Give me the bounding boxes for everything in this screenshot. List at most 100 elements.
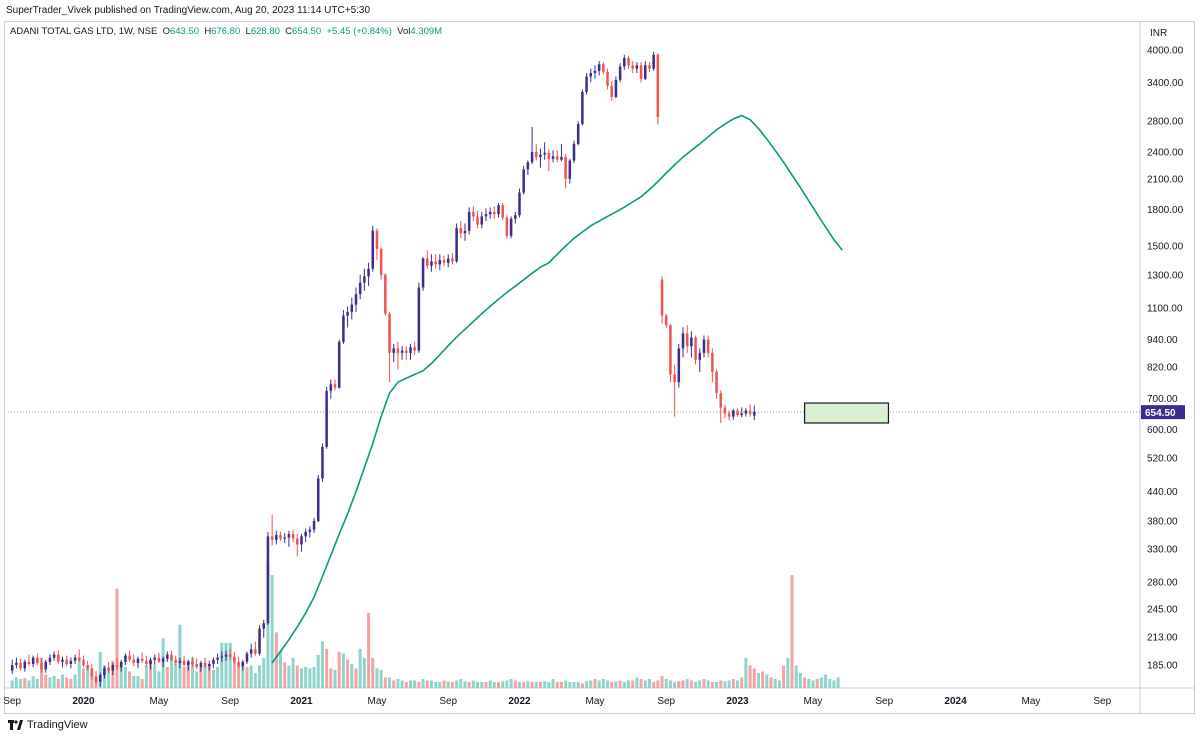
volume-bar [706, 680, 710, 688]
candle-body [480, 216, 484, 225]
volume-bar [337, 651, 341, 688]
volume-bar [731, 678, 735, 688]
candle-body [296, 538, 299, 545]
volume-bar [434, 681, 438, 688]
candle-body [459, 228, 463, 234]
candle-body [400, 350, 404, 353]
candle-body [237, 661, 240, 667]
x-tick-label: 2021 [290, 696, 313, 707]
volume-bar [618, 680, 622, 688]
candle-body [593, 70, 597, 74]
volume-bar [362, 657, 366, 688]
volume-bar [752, 668, 756, 688]
volume-bar [274, 632, 278, 688]
candle-body [174, 659, 177, 663]
candle-body [715, 371, 718, 394]
volume-bar [677, 681, 681, 688]
candle-body [23, 661, 27, 669]
candle-body [585, 76, 588, 92]
volume-bar [31, 675, 35, 688]
legend-close: 654.50 [292, 26, 322, 37]
candle-body [484, 214, 488, 217]
candle-body [426, 258, 429, 266]
volume-bar [232, 657, 236, 688]
candle-body [157, 657, 161, 662]
candle-body [287, 534, 291, 538]
candle-body [723, 407, 727, 414]
x-tick-label: May [804, 696, 823, 707]
y-tick-label: 1500.00 [1147, 242, 1184, 253]
volume-bar [132, 675, 136, 688]
candle-body [140, 658, 144, 661]
volume-bar [597, 680, 601, 688]
candle-body [694, 337, 697, 360]
volume-bar [182, 666, 186, 688]
candle-body [262, 623, 266, 629]
volume-bar [249, 665, 253, 688]
candle-body [396, 348, 400, 353]
candle-body [279, 535, 282, 539]
tradingview-logo-icon [8, 720, 23, 730]
volume-bar [606, 680, 610, 688]
candle-body [136, 658, 140, 663]
volume-bar [484, 681, 488, 688]
volume-bar [216, 666, 220, 688]
volume-bar [656, 680, 660, 688]
volume-bar [408, 680, 412, 688]
candle-body [555, 156, 559, 160]
candle-body [438, 259, 442, 265]
volume-bar [551, 678, 555, 688]
candle-body [405, 350, 408, 353]
volume-bar [455, 680, 459, 688]
candle-body [623, 57, 626, 67]
volume-bar [702, 678, 706, 688]
volume-bar [40, 657, 44, 688]
volume-bar [10, 680, 14, 688]
candle-body [753, 412, 756, 416]
volume-bar [115, 588, 119, 688]
y-tick-label: 440.00 [1147, 487, 1178, 498]
candle-body [304, 531, 307, 537]
volume-bar [635, 677, 639, 688]
volume-bar [404, 681, 408, 688]
volume-bar [14, 677, 18, 688]
volume-bar [316, 654, 320, 688]
tradingview-branding[interactable]: TradingView [8, 719, 88, 731]
candle-body [639, 65, 643, 79]
volume-bar [211, 669, 215, 688]
candle-body [228, 654, 232, 657]
candle-body [614, 79, 618, 97]
volume-bar [220, 642, 224, 688]
volume-bar [773, 678, 777, 688]
candle-body [350, 304, 354, 312]
volume-bar [585, 681, 589, 688]
x-tick-label: Sep [657, 696, 675, 707]
candle-body [358, 282, 362, 295]
volume-bar [819, 677, 823, 688]
volume-bar [329, 668, 333, 688]
volume-bar [459, 678, 463, 688]
legend-low-label: L [245, 26, 251, 37]
volume-bar [123, 666, 127, 688]
volume-bar [237, 665, 241, 688]
volume-bar [144, 665, 148, 688]
y-tick-label: 940.00 [1147, 335, 1178, 346]
volume-bar [631, 680, 635, 688]
candle-body [31, 657, 35, 665]
candle-body [149, 659, 152, 665]
candle-body [681, 333, 685, 349]
candle-body [245, 653, 249, 662]
candle-body [413, 347, 416, 351]
volume-bar [668, 680, 672, 688]
volume-bar [396, 678, 400, 688]
volume-bar [413, 680, 417, 688]
volume-bar [769, 677, 773, 688]
volume-bar [501, 681, 505, 688]
y-tick-label: 1300.00 [1147, 270, 1184, 281]
y-tick-label: 520.00 [1147, 454, 1178, 465]
y-tick-label: 330.00 [1147, 545, 1178, 556]
candle-body [166, 654, 169, 659]
volume-bar [69, 678, 73, 688]
candle-body [673, 374, 676, 383]
